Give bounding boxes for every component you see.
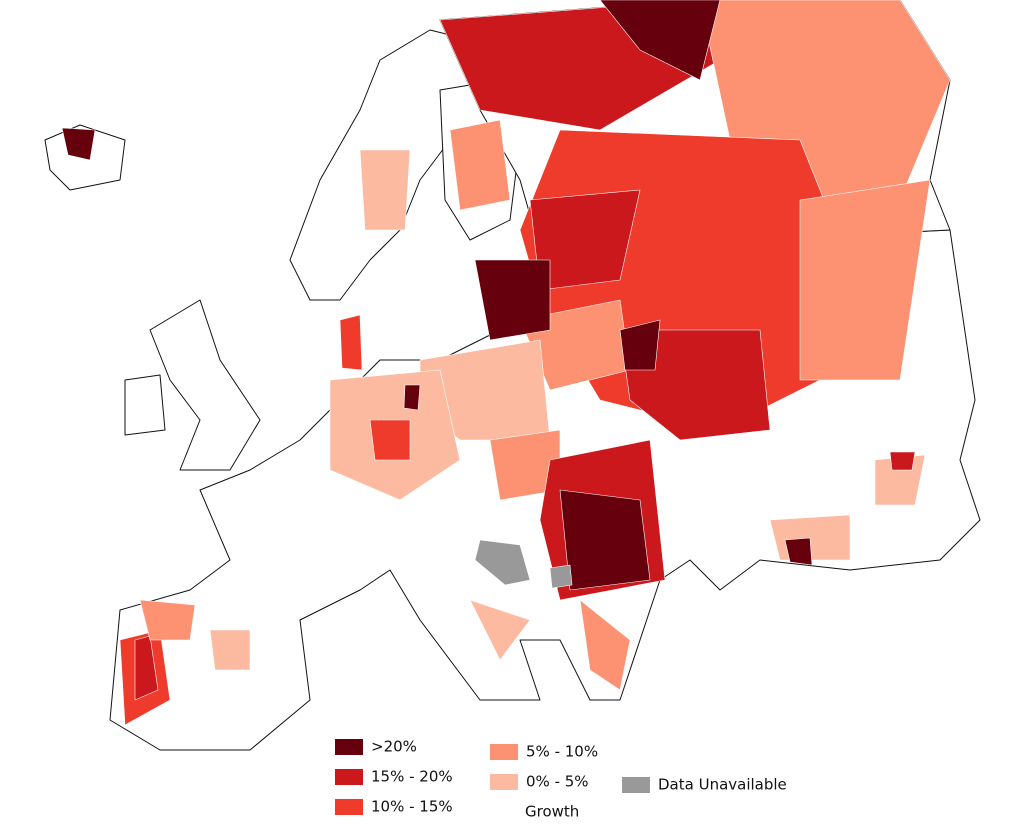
legend-label: >20% xyxy=(371,738,417,756)
region xyxy=(359,149,411,231)
region xyxy=(889,451,916,471)
legend-label: 0% - 5% xyxy=(526,773,589,791)
legend-swatch xyxy=(335,739,363,755)
legend: >20% 15% - 20% 10% - 15% 5% - 10% 0% - 5% Dat… xyxy=(335,738,787,821)
region xyxy=(799,179,931,381)
region xyxy=(61,127,96,161)
region xyxy=(619,319,661,371)
legend-label: 15% - 20% xyxy=(371,768,453,786)
region xyxy=(559,489,651,591)
region xyxy=(784,537,813,566)
region xyxy=(549,564,573,589)
legend-label: 5% - 10% xyxy=(526,743,598,761)
regions xyxy=(61,0,951,726)
region xyxy=(339,314,363,371)
region xyxy=(139,599,196,641)
legend-title: Growth xyxy=(525,803,579,821)
legend-label: Data Unavailable xyxy=(658,776,787,794)
region xyxy=(403,384,421,411)
region xyxy=(619,329,771,441)
legend-swatch xyxy=(335,799,363,815)
legend-swatch xyxy=(335,769,363,785)
region xyxy=(134,635,159,701)
region xyxy=(599,0,721,81)
region xyxy=(369,419,411,461)
legend-swatch xyxy=(490,774,518,790)
legend-label: 10% - 15% xyxy=(371,798,453,816)
region xyxy=(579,599,631,691)
region xyxy=(449,119,511,211)
region xyxy=(209,629,251,671)
region xyxy=(474,539,531,586)
great-britain xyxy=(149,299,261,471)
legend-swatch xyxy=(490,744,518,760)
ireland xyxy=(124,374,166,436)
region xyxy=(474,259,551,341)
region xyxy=(469,599,531,661)
legend-swatch xyxy=(622,777,650,793)
